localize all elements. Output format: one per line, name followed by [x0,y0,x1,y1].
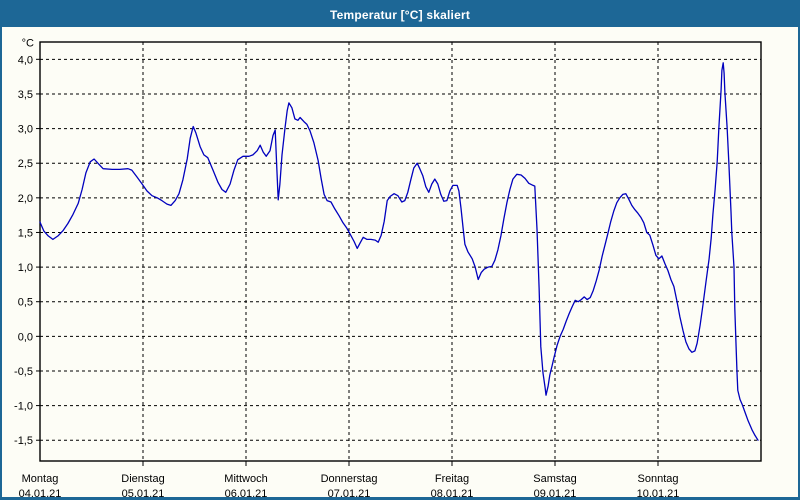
window-title: Temperatur [°C] skaliert [329,7,471,22]
x-date-label: 10.01.21 [637,488,680,499]
y-axis-unit-label: °C [22,37,34,49]
x-date-label: 08.01.21 [431,488,474,499]
y-tick-label: -1,0 [14,401,33,413]
title-bar: Temperatur [°C] skaliert [2,2,798,27]
x-gridlines: Montag 04.01.21 Dienstag 05.01.21 Mittwoch 06… [19,42,680,499]
y-tick-label: 3,5 [18,89,33,101]
x-weekday-label: Samstag [533,473,576,485]
x-weekday-label: Dienstag [121,473,164,485]
x-weekday-label: Donnerstag [321,473,378,485]
x-weekday-label: Mittwoch [224,473,267,485]
y-tick-label: 0,5 [18,297,33,309]
x-date-label: 06.01.21 [225,488,268,499]
x-date-label: 07.01.21 [328,488,371,499]
x-weekday-label: Montag [22,473,59,485]
y-tick-label: 2,0 [18,193,33,205]
x-date-label: 09.01.21 [534,488,577,499]
y-tick-label: -0,5 [14,366,33,378]
y-tick-label: 0,0 [18,331,33,343]
temperature-series-line [39,62,759,441]
y-tick-label: 2,5 [18,158,33,170]
x-weekday-label: Freitag [435,473,469,485]
y-tick-label: 1,0 [18,262,33,274]
y-tick-label: 3,0 [18,124,33,136]
y-gridlines: 4,0 3,5 3,0 2,5 2,0 1,5 1,0 0,5 0,0 -0,5 -1,0 -1,5 [14,54,761,447]
x-date-label: 05.01.21 [122,488,165,499]
chart-area: 4,0 3,5 3,0 2,5 2,0 1,5 1,0 0,5 0,0 -0,5 -1,0 -1,5 °… [2,27,798,499]
y-tick-label: 4,0 [18,54,33,66]
x-weekday-label: Sonntag [638,473,679,485]
temperature-chart: 4,0 3,5 3,0 2,5 2,0 1,5 1,0 0,5 0,0 -0,5 -1,0 -1,5 °… [14,37,762,499]
y-tick-label: 1,5 [18,227,33,239]
y-tick-label: -1,5 [14,435,33,447]
plot-border [39,41,762,462]
x-date-label: 04.01.21 [19,488,62,499]
